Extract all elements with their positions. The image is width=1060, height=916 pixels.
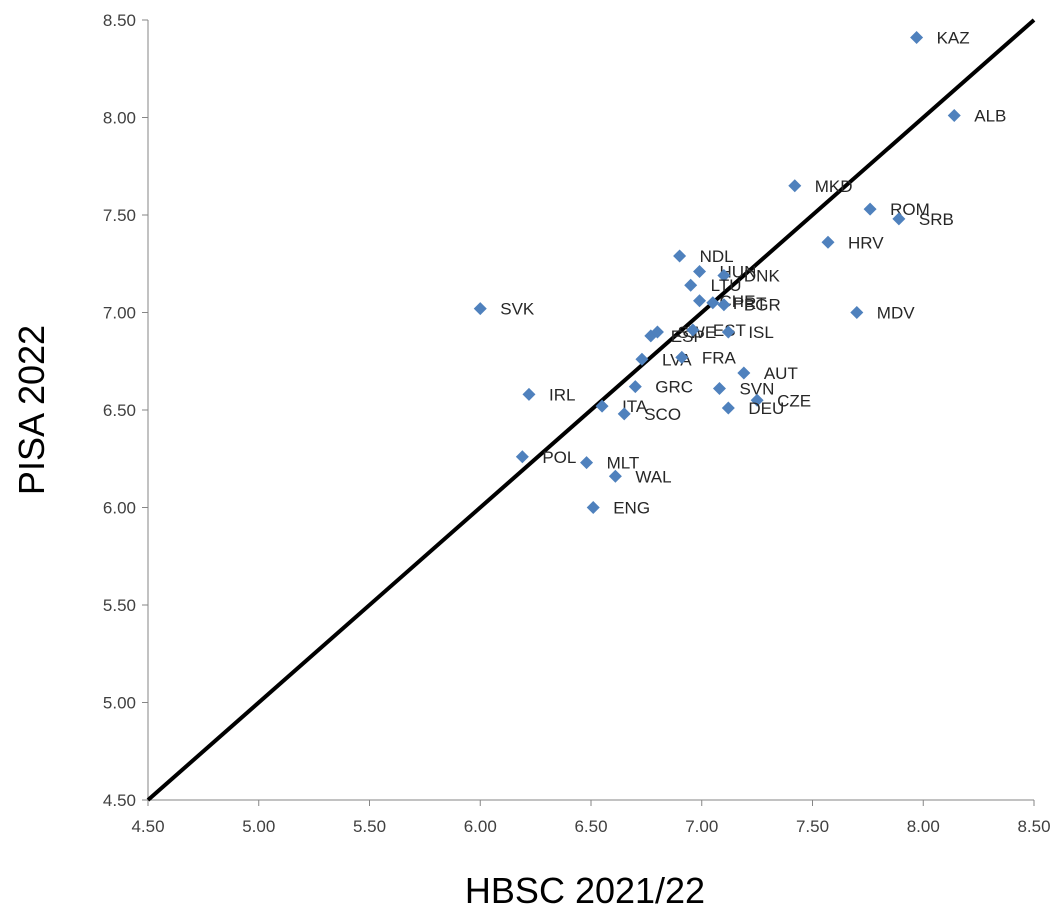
- data-point-eng: [586, 501, 600, 514]
- data-label-kaz: KAZ: [937, 29, 970, 48]
- x-tick-label: 5.00: [242, 817, 275, 836]
- data-point-fra: [675, 350, 689, 364]
- data-label-srb: SRB: [919, 210, 954, 229]
- data-label-aut: AUT: [764, 364, 798, 383]
- x-axis-title: HBSC 2021/22: [465, 870, 705, 911]
- data-point-swe: [650, 325, 664, 339]
- data-point-aut: [737, 366, 751, 380]
- data-point-sco: [617, 407, 631, 421]
- data-points: KAZALBMKDROMSRBHRVNDLHUNDNKLTUCHEPRTBGRS…: [473, 29, 1006, 518]
- data-label-deu: DEU: [748, 399, 784, 418]
- x-tick-label: 6.00: [464, 817, 497, 836]
- data-point-irl: [522, 387, 536, 401]
- data-label-alb: ALB: [974, 107, 1006, 126]
- data-label-mdv: MDV: [877, 304, 915, 323]
- data-point-lva: [635, 352, 649, 366]
- y-tick-label: 8.50: [103, 11, 136, 30]
- data-label-sco: SCO: [644, 405, 681, 424]
- data-point-mkd: [788, 179, 802, 193]
- y-tick-label: 8.00: [103, 109, 136, 128]
- data-label-svk: SVK: [500, 300, 535, 319]
- x-ticks: 4.50 5.00 5.50 6.00 6.50 7.00 7.50 8.00 8.50: [131, 800, 1051, 836]
- data-point-mdv: [850, 306, 864, 319]
- data-label-eng: ENG: [613, 499, 650, 518]
- y-tick-label: 6.00: [103, 499, 136, 518]
- data-point-mlt: [580, 456, 594, 470]
- y-tick-label: 4.50: [103, 791, 136, 810]
- data-point-hun: [693, 265, 707, 279]
- data-point-kaz: [910, 31, 924, 45]
- data-label-isl: ISL: [748, 323, 774, 342]
- y-ticks: 4.50 5.00 5.50 6.00 6.50 7.00 7.50 8.00 8.50: [103, 11, 148, 810]
- y-tick-label: 5.00: [103, 694, 136, 713]
- x-tick-label: 8.00: [907, 817, 940, 836]
- data-label-mlt: MLT: [607, 454, 640, 473]
- data-label-grc: GRC: [655, 378, 693, 397]
- x-tick-label: 7.00: [685, 817, 718, 836]
- data-point-grc: [628, 380, 642, 394]
- data-point-alb: [947, 109, 961, 123]
- data-point-dnk: [717, 268, 731, 282]
- x-tick-label: 8.50: [1017, 817, 1050, 836]
- data-label-bgr: BGR: [744, 296, 781, 315]
- data-label-cze: CZE: [777, 391, 811, 410]
- y-tick-label: 5.50: [103, 596, 136, 615]
- data-point-ndl: [673, 249, 687, 263]
- data-label-ltu: LTU: [711, 276, 742, 295]
- data-point-wal: [608, 469, 622, 483]
- data-label-svn: SVN: [739, 380, 774, 399]
- y-axis-title: PISA 2022: [11, 325, 52, 495]
- reference-line-group: [146, 18, 1036, 802]
- data-point-ltu: [684, 278, 698, 292]
- data-label-ita: ITA: [622, 397, 648, 416]
- data-point-svk: [473, 302, 487, 316]
- data-label-ndl: NDL: [700, 247, 734, 266]
- data-label-irl: IRL: [549, 385, 575, 404]
- data-label-pol: POL: [542, 448, 576, 467]
- x-tick-label: 7.50: [796, 817, 829, 836]
- y-tick-label: 7.00: [103, 304, 136, 323]
- x-tick-label: 4.50: [131, 817, 164, 836]
- data-point-ita: [595, 399, 609, 413]
- data-label-fra: FRA: [702, 348, 737, 367]
- x-tick-label: 5.50: [353, 817, 386, 836]
- reference-line: [146, 18, 1036, 802]
- data-label-prt: PRT: [733, 294, 767, 313]
- data-label-hrv: HRV: [848, 233, 884, 252]
- data-point-isl: [721, 325, 735, 339]
- data-point-rom: [863, 202, 877, 216]
- data-point-hrv: [821, 235, 835, 249]
- data-point-srb: [892, 212, 906, 226]
- y-tick-label: 6.50: [103, 401, 136, 420]
- data-label-wal: WAL: [635, 467, 671, 486]
- data-point-pol: [515, 450, 529, 464]
- data-point-est: [686, 323, 700, 337]
- data-point-che: [693, 294, 707, 308]
- data-point-cze: [750, 393, 764, 407]
- data-label-dnk: DNK: [744, 266, 781, 285]
- data-point-svn: [712, 382, 726, 396]
- data-point-prt: [706, 296, 720, 310]
- data-label-lva: LVA: [662, 350, 692, 369]
- data-label-mkd: MKD: [815, 177, 853, 196]
- y-tick-label: 7.50: [103, 206, 136, 225]
- x-tick-label: 6.50: [574, 817, 607, 836]
- data-point-deu: [721, 401, 735, 415]
- data-point-bgr: [717, 298, 731, 312]
